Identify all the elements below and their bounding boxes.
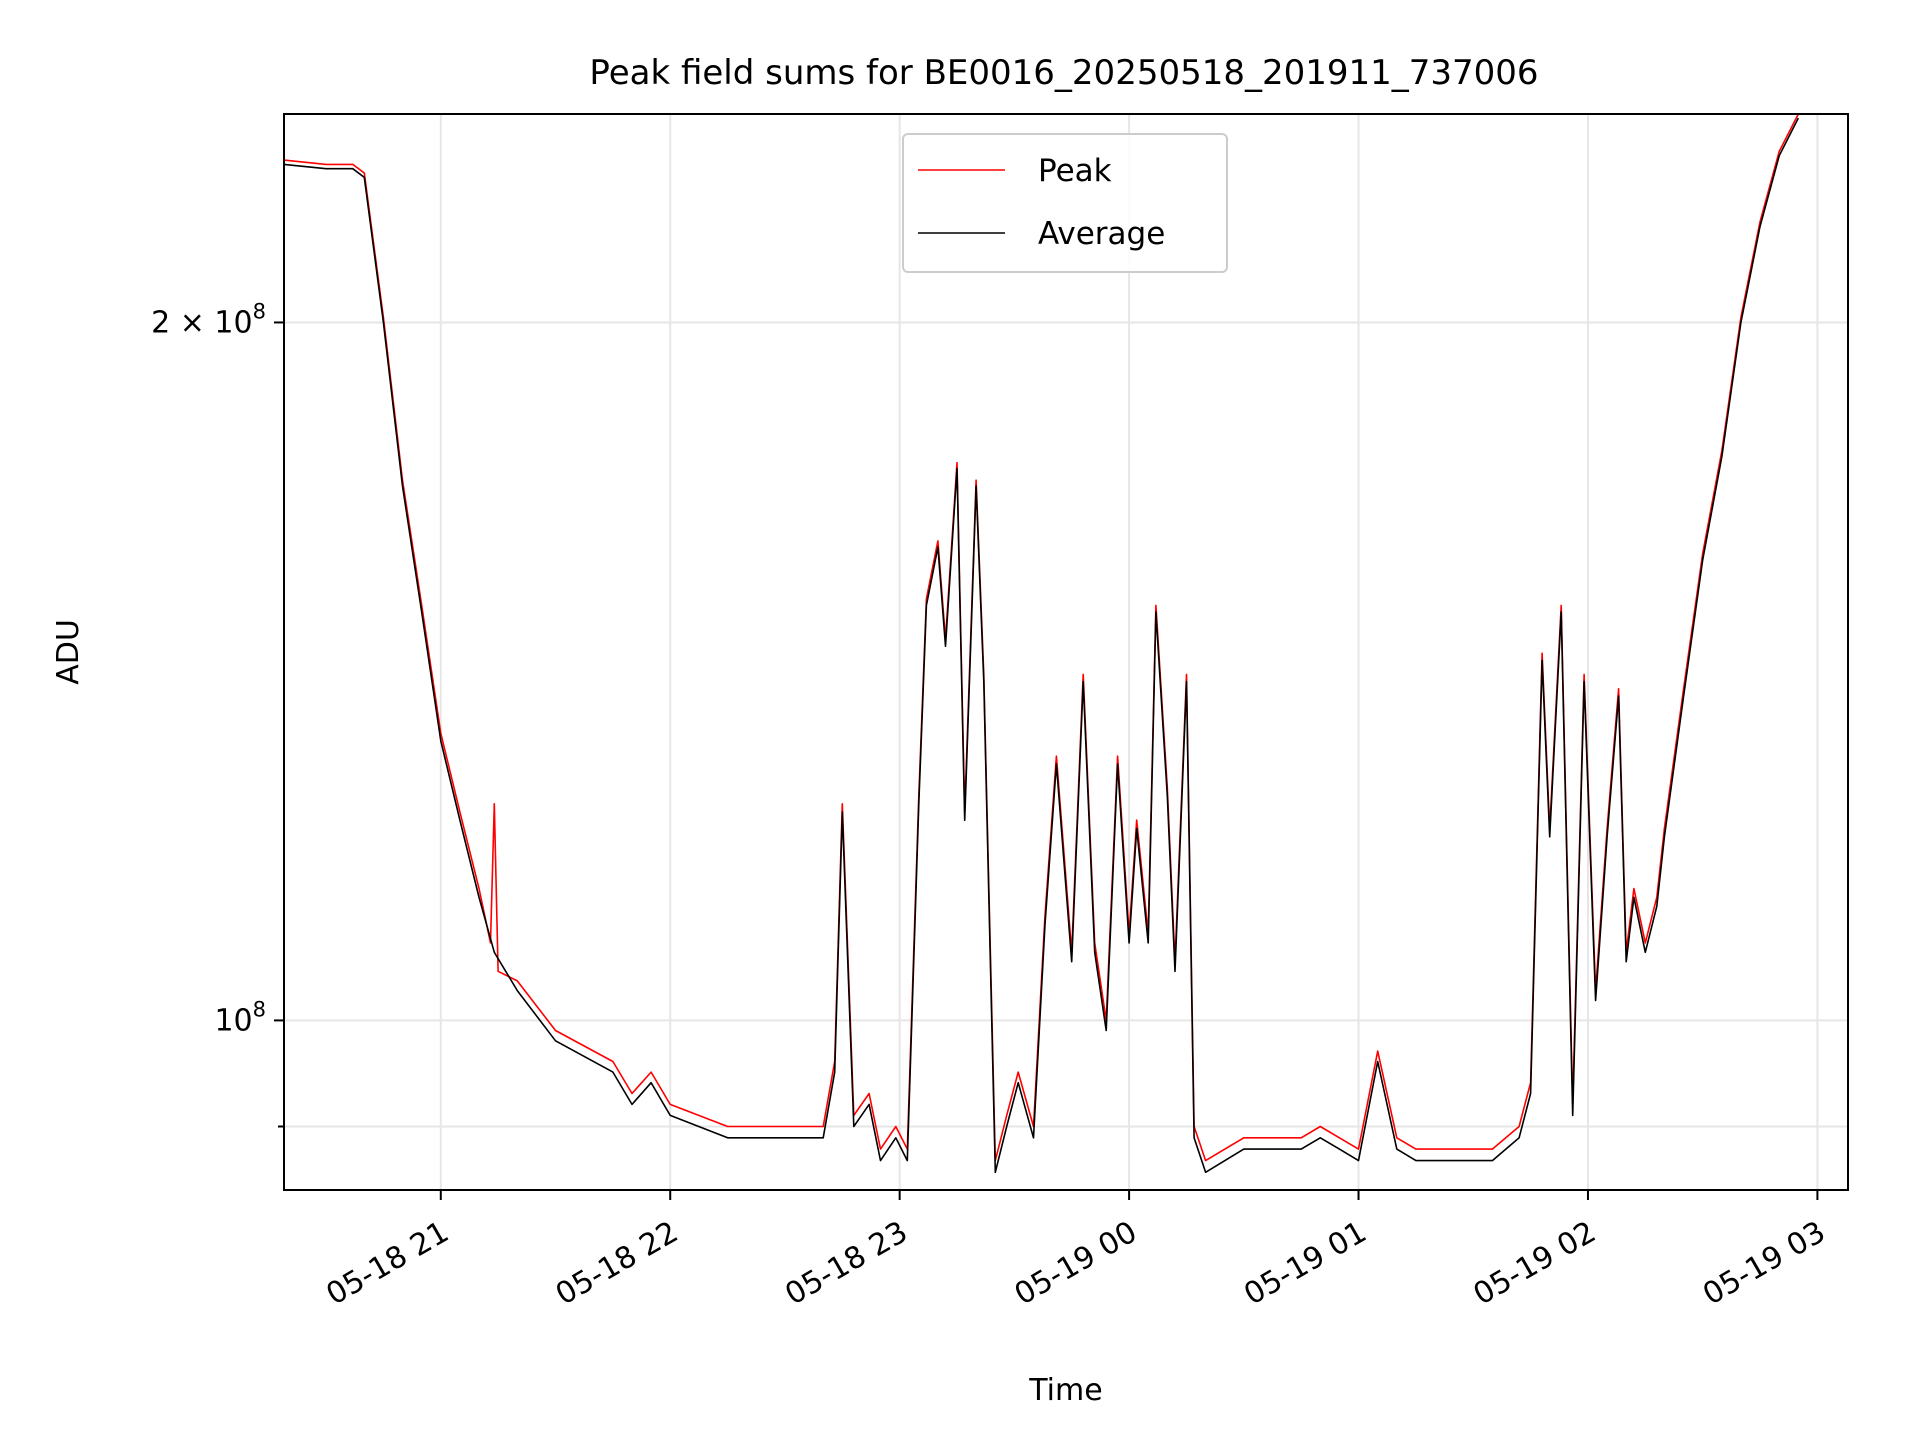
series-layer: [283, 113, 1800, 1174]
series-line-average: [283, 117, 1800, 1174]
x-axis-label: Time: [1028, 1373, 1102, 1408]
y-axis-label: ADU: [51, 619, 86, 685]
grid: [284, 114, 1848, 1190]
chart-title: Peak field sums for BE0016_20250518_2019…: [589, 53, 1538, 93]
y-tick-label: 108: [214, 997, 266, 1038]
legend-box: [902, 133, 1228, 273]
plot-frame: [283, 113, 1849, 1191]
legend-average-label: Average: [1038, 216, 1165, 252]
legend: Peak Average: [902, 133, 1228, 273]
legend-peak-label: Peak: [1038, 153, 1112, 189]
y-tick-label: 2 × 108: [151, 299, 266, 340]
